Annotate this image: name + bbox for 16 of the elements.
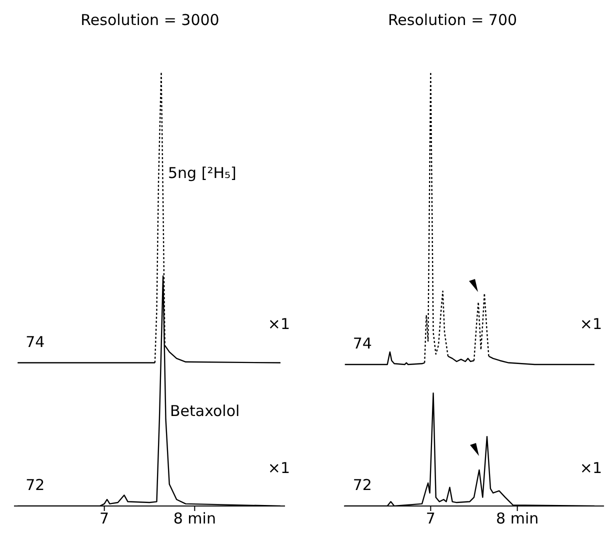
annotation: ×1	[268, 315, 290, 333]
annotation: ×1	[268, 459, 290, 477]
x-tick-label: 8 min	[496, 510, 539, 528]
chart-title: Resolution = 700	[386, 10, 518, 31]
annotation: ×1	[580, 315, 602, 333]
series-label: 72	[352, 476, 372, 494]
series-label: 74	[352, 334, 372, 353]
x-tick-label: 7	[426, 510, 436, 528]
chart-title: Resolution = 3000	[80, 10, 220, 31]
series-label: 74	[26, 332, 45, 351]
annotation: ×1	[580, 459, 602, 477]
x-tick-label: 8 min	[173, 510, 216, 528]
annotation: Betaxolol	[170, 402, 240, 420]
annotation: 5ng [²H₅]	[168, 164, 236, 182]
series-label: 72	[26, 476, 45, 494]
x-tick-label: 7	[100, 510, 110, 528]
